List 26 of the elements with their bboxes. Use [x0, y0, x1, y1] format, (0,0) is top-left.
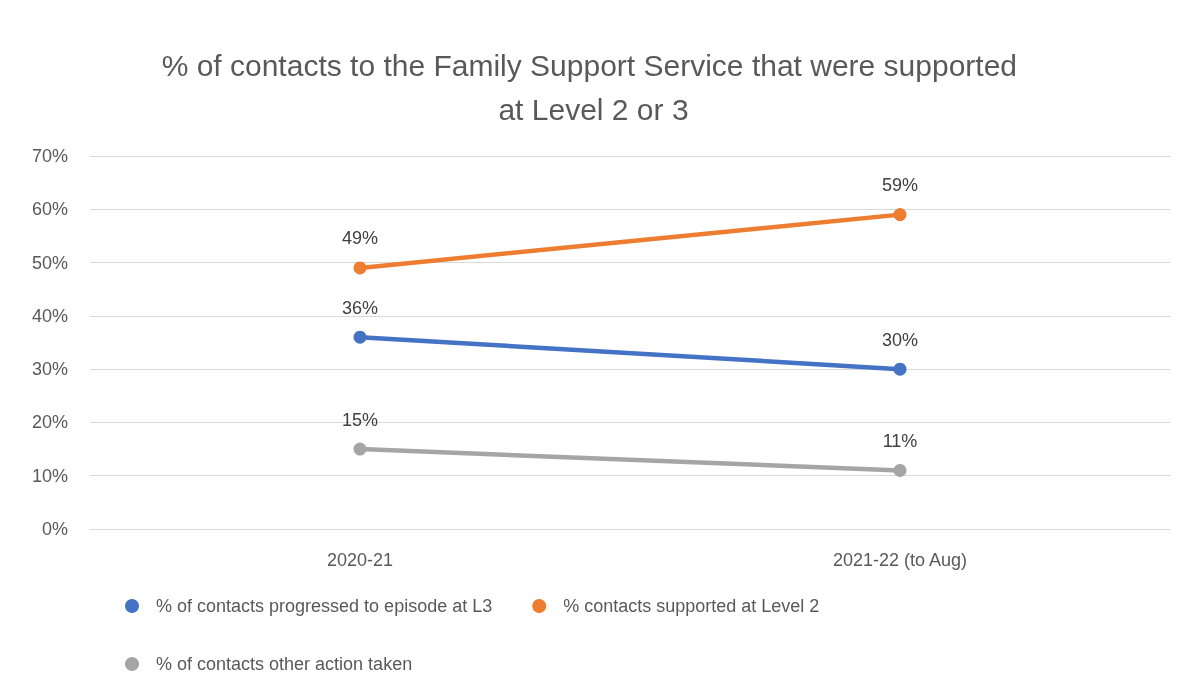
- y-tick-label: 70%: [31, 146, 68, 166]
- y-tick-label: 40%: [31, 305, 68, 326]
- x-tick-label: 2021-22 (to Aug): [832, 550, 968, 570]
- y-tick-label: 30%: [31, 359, 68, 380]
- y-tick-label: 0%: [41, 519, 68, 539]
- point: [353, 261, 367, 275]
- x-tick-label: 2020-21: [326, 550, 394, 570]
- y-tick-label: 20%: [31, 412, 68, 433]
- data-label: 36%: [341, 297, 379, 318]
- legend-label: % of contacts other action taken: [156, 654, 413, 674]
- point: [893, 463, 907, 477]
- data-label: 11%: [882, 430, 918, 451]
- point: [893, 362, 907, 376]
- legend-label: % of contacts progressed to episode at L3: [156, 596, 493, 616]
- data-label: 30%: [881, 329, 919, 350]
- y-tick-label: 60%: [31, 199, 68, 220]
- data-label: 59%: [881, 175, 919, 196]
- data-label: 49%: [341, 228, 379, 249]
- point: [893, 208, 907, 222]
- data-label: 15%: [341, 409, 379, 430]
- y-tick-label: 50%: [31, 252, 68, 273]
- chart-title: % of contacts to the Family Support Service that were supported at Level 2 or 3: [161, 48, 1026, 126]
- point: [353, 330, 367, 344]
- y-tick-label: 10%: [31, 465, 68, 486]
- point: [353, 442, 367, 456]
- legend-label: % contacts supported at Level 2: [563, 596, 820, 616]
